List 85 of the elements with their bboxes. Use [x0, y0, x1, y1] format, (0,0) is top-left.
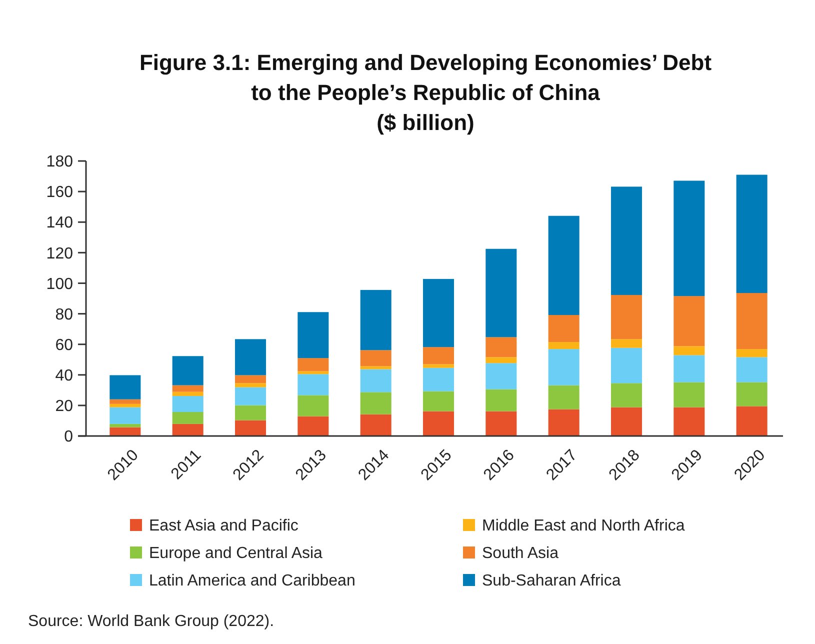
bar — [610, 294, 642, 340]
bar — [674, 346, 705, 356]
legend-label: South Asia — [482, 545, 559, 562]
bar — [486, 248, 517, 338]
bar — [360, 369, 392, 392]
y-tick-label: 60 — [55, 336, 74, 354]
bar — [234, 405, 266, 420]
bar — [610, 186, 642, 295]
bar — [736, 293, 768, 350]
bar — [360, 366, 392, 370]
bar — [298, 374, 329, 396]
bar — [298, 416, 329, 436]
y-tick-label: 120 — [46, 245, 74, 262]
bar — [422, 391, 454, 412]
bar — [486, 357, 517, 364]
bar — [736, 357, 768, 382]
bar — [674, 355, 705, 382]
bar — [360, 350, 392, 366]
chart-title: Figure 3.1: Emerging and Developing Economies’ Debt to the People’s Republic of China — [139, 50, 712, 105]
bar — [172, 424, 204, 436]
bar — [674, 407, 705, 436]
bar — [234, 339, 266, 376]
bar — [548, 342, 580, 350]
bar — [234, 383, 266, 388]
bar — [736, 349, 768, 358]
y-tick-label: 160 — [46, 184, 74, 202]
bar — [674, 180, 705, 296]
bar — [486, 363, 517, 390]
legend-label: Sub-Saharan Africa — [482, 572, 621, 590]
y-tick-label: 180 — [46, 154, 74, 171]
bar — [234, 375, 266, 384]
bar — [610, 339, 642, 348]
legend-label: Europe and Central Asia — [149, 545, 323, 562]
bar — [422, 278, 454, 348]
bar — [110, 399, 141, 404]
bar — [736, 174, 768, 293]
bar — [422, 368, 454, 392]
bar — [610, 348, 642, 384]
y-tick-label: 40 — [55, 367, 74, 384]
bar — [548, 315, 580, 342]
bar — [110, 427, 141, 436]
y-tick-label: 100 — [46, 276, 74, 293]
bar — [486, 411, 517, 436]
y-tick-label: 140 — [46, 214, 74, 232]
bar — [548, 409, 580, 436]
bar — [360, 414, 392, 436]
bar — [172, 392, 204, 396]
y-tick-label: 0 — [64, 428, 74, 446]
bar — [548, 349, 580, 386]
bar — [422, 411, 454, 436]
bar — [674, 296, 705, 346]
chart-subtitle: ($ billion) — [376, 110, 474, 135]
bar — [548, 385, 580, 410]
bar — [360, 290, 392, 350]
legend-label: East Asia and Pacific — [149, 518, 298, 535]
bar — [298, 312, 329, 358]
bar — [234, 420, 266, 436]
y-tick-label: 80 — [55, 306, 74, 324]
bar — [610, 383, 642, 408]
bar — [360, 392, 392, 414]
bar — [234, 387, 266, 406]
bar — [298, 395, 329, 416]
bar — [172, 385, 204, 392]
bar — [172, 356, 204, 386]
legend-label: Latin America and Caribbean — [149, 572, 356, 590]
bar — [486, 389, 517, 412]
bar — [736, 382, 768, 406]
bar — [422, 364, 454, 368]
bar — [298, 371, 329, 374]
bar — [110, 375, 141, 400]
bar — [674, 382, 705, 408]
bar — [736, 406, 768, 436]
bar — [298, 358, 329, 372]
legend-label: Middle East and North Africa — [482, 518, 685, 535]
bar — [486, 337, 517, 358]
bar — [110, 407, 141, 424]
bar — [548, 216, 580, 315]
y-tick-label: 20 — [55, 398, 74, 416]
bar — [110, 424, 141, 428]
bar — [422, 347, 454, 364]
source-note: Source: World Bank Group (2022). — [28, 613, 274, 630]
bar — [110, 404, 141, 408]
bar — [172, 396, 204, 412]
bar — [610, 407, 642, 436]
bar — [172, 412, 204, 424]
